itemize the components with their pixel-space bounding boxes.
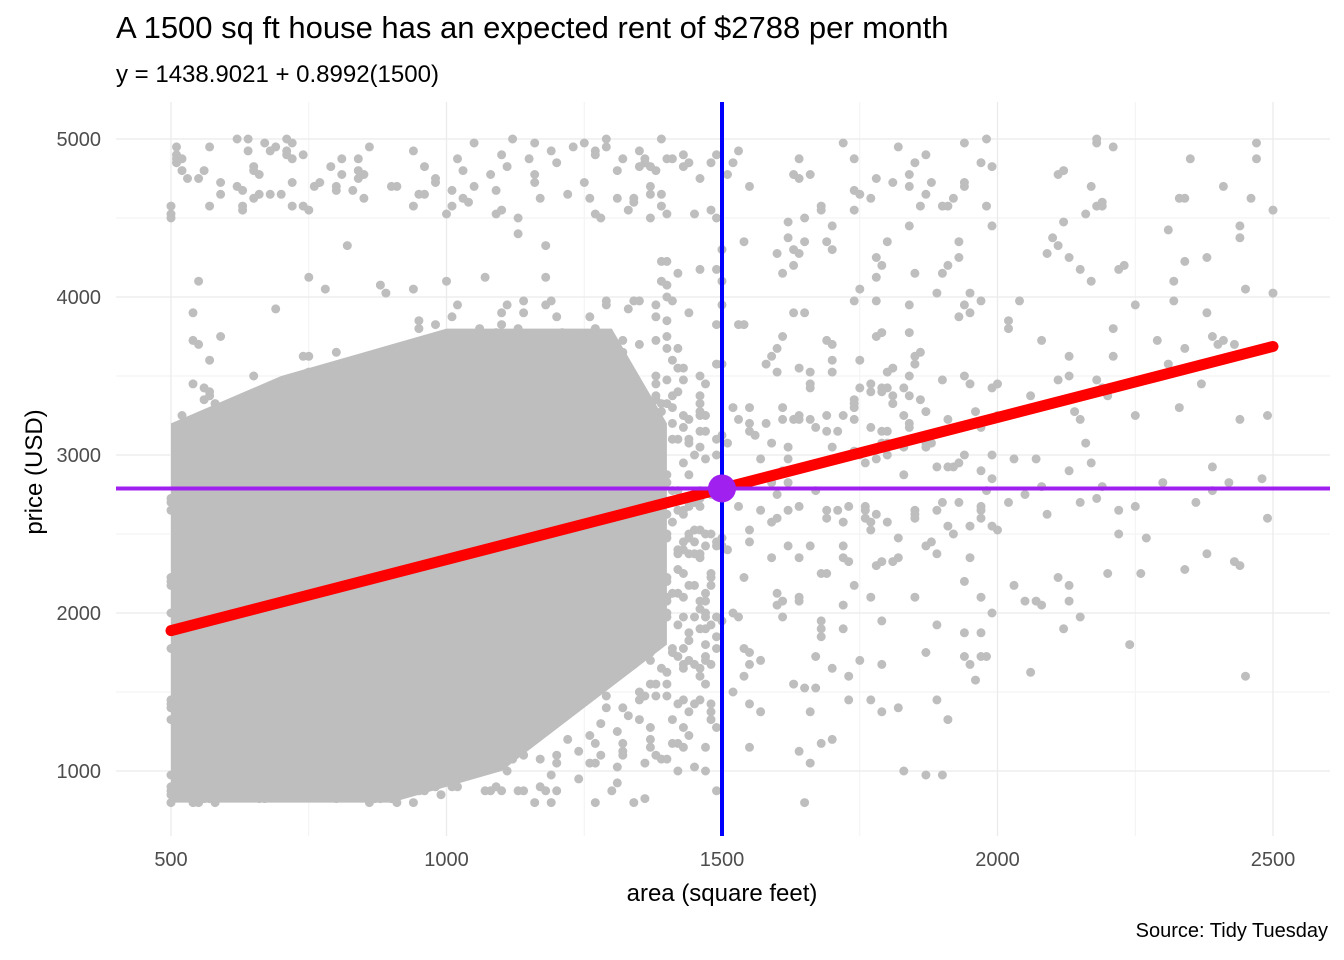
y-tick-label: 1000 [57, 761, 102, 783]
y-axis-label: price (USD) [21, 409, 48, 534]
chart-title: A 1500 sq ft house has an expected rent … [116, 10, 949, 45]
y-tick-label: 2000 [57, 603, 102, 625]
y-tick-label: 3000 [57, 445, 102, 467]
reference-lines [116, 102, 1330, 836]
x-tick-label: 1500 [700, 849, 745, 871]
x-tick-label: 2500 [1251, 849, 1296, 871]
x-tick-label: 1000 [424, 849, 469, 871]
x-axis-ticks: 500 1000 1500 2000 2500 [154, 849, 1295, 871]
x-tick-label: 500 [154, 849, 187, 871]
y-tick-label: 4000 [57, 287, 102, 309]
chart-subtitle: y = 1438.9021 + 0.8992(1500) [116, 61, 439, 88]
scatter-points [166, 134, 1278, 808]
y-tick-label: 5000 [57, 129, 102, 151]
highlight-point [708, 474, 736, 503]
x-tick-label: 2000 [975, 849, 1020, 871]
y-axis-ticks: 1000 2000 3000 4000 5000 [57, 129, 102, 783]
x-axis-label: area (square feet) [627, 880, 818, 907]
source-caption: Source: Tidy Tuesday [1135, 920, 1328, 942]
